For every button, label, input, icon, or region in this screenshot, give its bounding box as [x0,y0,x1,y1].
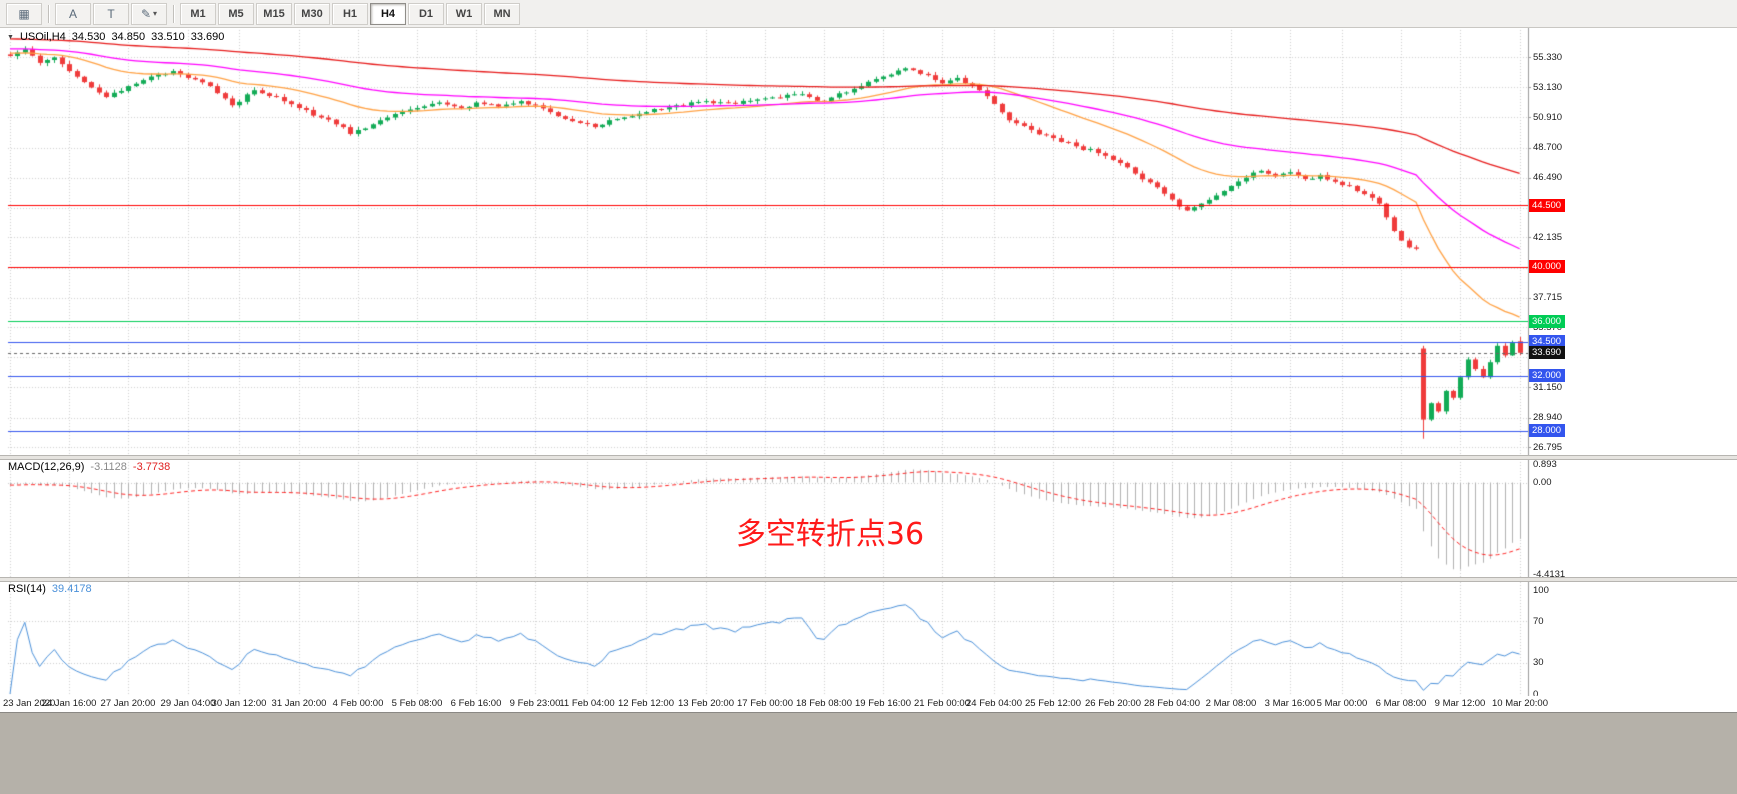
date-label: 18 Feb 08:00 [796,698,852,709]
timeframe-button-m1[interactable]: M1 [180,2,216,25]
price-scale-label: 46.490 [1533,172,1563,183]
time-scale[interactable]: 23 Jan 2020 24 Jan 16:00 27 Jan 20:00 29 Ja… [0,696,1737,712]
price-scale-label: 31.150 [1533,382,1563,393]
hline-price-badge: 44.500 [1529,199,1566,212]
draw-button[interactable]: ✎ ▾ [131,2,167,25]
chart-grid-button[interactable]: ▦ [6,2,42,25]
rsi-value: 39.4178 [51,583,92,595]
date-label: 24 Jan 16:00 [41,698,97,709]
date-label: 28 Feb 04:00 [1144,698,1200,709]
dropdown-caret-icon: ▾ [153,9,158,18]
hline-price-badge: 40.000 [1529,260,1566,273]
symbol-timeframe-label: USOil,H4 [19,31,66,43]
price-scale-label: 26.795 [1533,442,1563,453]
date-label: 10 Mar 20:00 [1492,698,1548,709]
timeframe-button-m30[interactable]: M30 [294,2,330,25]
toolbar: ▦ A T ✎ ▾ M1 M5 M15 M30 H1 H4 D1 W1 MN [0,0,1737,28]
ohlc-low: 33.510 [151,31,185,43]
timeframe-button-h1[interactable]: H1 [332,2,368,25]
price-scale-label: 42.135 [1533,232,1563,243]
date-label: 25 Feb 12:00 [1025,698,1081,709]
macd-header: MACD(12,26,9) -3.1128 -3.7738 [8,461,170,473]
rsi-scale-label: 30 [1533,657,1544,668]
last-price-badge: 33.690 [1529,346,1566,359]
timeframe-button-m5[interactable]: M5 [218,2,254,25]
insert-text-icon: A [68,6,77,21]
date-label: 9 Feb 23:00 [509,698,561,709]
hline-price-badge: 32.000 [1529,369,1566,382]
macd-title: MACD(12,26,9) [8,461,85,473]
price-scale-label: 48.700 [1533,142,1563,153]
hline-price-badge: 34.500 [1529,335,1566,348]
rsi-scale-label: 0 [1533,689,1539,700]
hline-price-badge: 36.000 [1529,315,1566,328]
toolbar-separator [173,4,174,23]
rsi-scale-label: 70 [1533,616,1544,627]
date-label: 29 Jan 04:00 [160,698,216,709]
date-label: 5 Feb 08:00 [391,698,443,709]
draw-icon: ✎ [140,6,152,21]
price-scale-label: 28.940 [1533,412,1563,423]
workspace-background [0,712,1737,794]
date-label: 21 Feb 00:00 [914,698,970,709]
date-label: 12 Feb 12:00 [618,698,674,709]
chart-title: ▼ USOil,H4 34.530 34.850 33.510 33.690 [7,31,224,43]
date-label: 9 Mar 12:00 [1434,698,1486,709]
date-label: 6 Feb 16:00 [450,698,502,709]
symbol-dropdown-icon[interactable]: ▼ [7,33,14,41]
rsi-header: RSI(14) 39.4178 [8,583,92,595]
ohlc-close: 33.690 [190,31,225,43]
date-label: 4 Feb 00:00 [332,698,384,709]
date-label: 11 Feb 04:00 [559,698,615,709]
insert-text-button[interactable]: A [55,2,91,25]
date-label: 17 Feb 00:00 [737,698,793,709]
timeframe-button-mn[interactable]: MN [484,2,520,25]
chart-canvas[interactable] [0,28,1737,712]
macd-pane-splitter[interactable] [0,455,1737,460]
price-scale-label: 37.715 [1533,292,1563,303]
date-label: 23 Jan 2020 [3,698,56,709]
macd-scale-label: -4.4131 [1533,569,1566,580]
date-label: 6 Mar 08:00 [1375,698,1427,709]
macd-scale-label: 0.00 [1533,477,1552,488]
annotation-text[interactable]: 多空转折点36 [735,517,925,552]
date-label: 27 Jan 20:00 [100,698,156,709]
date-label: 31 Jan 20:00 [271,698,327,709]
toolbar-separator [48,4,49,23]
macd-signal-value: -3.7738 [132,461,171,473]
price-scale-label: 55.330 [1533,52,1563,63]
date-label: 5 Mar 00:00 [1316,698,1368,709]
date-label: 3 Mar 16:00 [1264,698,1316,709]
chart-grid-icon: ▦ [18,6,30,21]
date-label: 30 Jan 12:00 [211,698,267,709]
ohlc-open: 34.530 [71,31,106,43]
date-label: 26 Feb 20:00 [1085,698,1141,709]
timeframe-button-d1[interactable]: D1 [408,2,444,25]
timeframe-button-w1[interactable]: W1 [446,2,482,25]
timeframe-button-m15[interactable]: M15 [256,2,292,25]
ohlc-high: 34.850 [111,31,146,43]
chart-window: ▼ USOil,H4 34.530 34.850 33.510 33.690 M… [0,28,1737,712]
price-scale-label: 53.130 [1533,82,1563,93]
date-label: 19 Feb 16:00 [855,698,911,709]
rsi-title: RSI(14) [8,583,46,595]
date-label: 13 Feb 20:00 [678,698,734,709]
rsi-pane-splitter[interactable] [0,577,1737,582]
date-label: 24 Feb 04:00 [966,698,1022,709]
price-scale-label: 50.910 [1533,112,1563,123]
rsi-scale-label: 100 [1533,585,1549,596]
date-label: 2 Mar 08:00 [1205,698,1257,709]
timeframe-button-h4[interactable]: H4 [370,2,406,25]
hline-price-badge: 28.000 [1529,424,1566,437]
price-scale[interactable]: 55.330 53.130 50.910 48.700 46.490 42.135 37.7… [1528,28,1623,700]
macd-scale-label: 0.893 [1533,459,1557,470]
insert-label-icon: T [107,6,115,21]
insert-label-button[interactable]: T [93,2,129,25]
macd-main-value: -3.1128 [90,461,127,473]
